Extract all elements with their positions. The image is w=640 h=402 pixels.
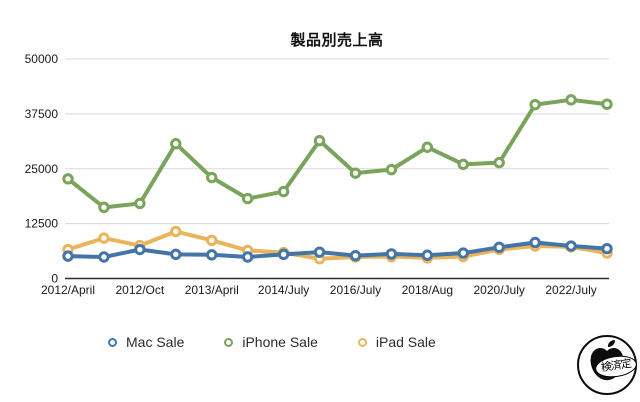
y-tick-label: 37500 [25, 107, 59, 121]
x-tick-label: 2020/July [474, 283, 525, 297]
legend-label-iphone: iPhone Sale [242, 334, 318, 350]
data-point-mac-sale [313, 246, 326, 258]
data-point-mac-sale [385, 248, 398, 260]
data-point-iphone-sale [385, 163, 398, 176]
legend-item-mac: Mac Sale [108, 334, 184, 350]
x-tick-label: 2022/July [545, 283, 596, 297]
certified-stamp-text: 検済定 [600, 357, 632, 375]
data-point-mac-sale [62, 250, 74, 262]
data-point-mac-sale [493, 241, 505, 254]
ipad-legend-marker-icon [357, 337, 367, 347]
x-tick-label: 2014/July [258, 283, 309, 297]
data-point-ipad-sale [170, 225, 182, 238]
chart-legend: Mac Sale iPhone Sale iPad Sale [108, 334, 436, 350]
series-line-mac-sale [66, 240, 609, 259]
data-point-iphone-sale [241, 192, 254, 205]
x-tick-label: 2012/April [41, 283, 95, 297]
x-tick-label: 2013/April [185, 283, 239, 297]
data-point-iphone-sale [62, 173, 74, 185]
data-point-iphone-sale [277, 185, 290, 198]
series-line-ipad-sale [66, 229, 609, 261]
mac-legend-marker-icon [108, 337, 117, 347]
x-tick-label: 2018/Aug [402, 283, 453, 297]
y-tick-label: 25000 [25, 162, 59, 176]
data-point-iphone-sale [529, 98, 541, 111]
data-point-mac-sale [529, 236, 541, 249]
legend-label-ipad: iPad Sale [375, 334, 436, 350]
data-point-mac-sale [206, 249, 218, 261]
data-point-mac-sale [349, 249, 362, 262]
iphone-legend-marker-icon [224, 337, 234, 347]
legend-item-ipad: iPad Sale [357, 334, 436, 350]
data-point-ipad-sale [98, 232, 110, 244]
y-tick-label: 50000 [25, 52, 59, 66]
macotakara-logo: 検済定 [577, 335, 639, 395]
data-point-iphone-sale [206, 171, 218, 184]
data-point-iphone-sale [313, 134, 326, 147]
chart-title: 製品別売上高 [290, 32, 384, 49]
data-point-iphone-sale [601, 98, 613, 110]
series-line-iphone-sale [66, 97, 609, 210]
data-point-iphone-sale [565, 94, 577, 106]
data-point-iphone-sale [349, 167, 362, 179]
legend-item-iphone: iPhone Sale [224, 334, 318, 350]
data-point-iphone-sale [421, 141, 434, 153]
data-point-iphone-sale [98, 201, 110, 214]
y-tick-label: 12500 [25, 217, 59, 231]
data-point-iphone-sale [170, 138, 182, 150]
data-point-mac-sale [170, 248, 182, 261]
data-point-mac-sale [134, 243, 146, 256]
x-tick-label: 2016/July [330, 283, 381, 297]
data-point-mac-sale [98, 251, 110, 263]
data-point-iphone-sale [457, 158, 469, 171]
y-tick-label: 0 [51, 272, 58, 286]
data-point-mac-sale [457, 247, 469, 259]
x-tick-label: 2012/Oct [116, 283, 165, 297]
data-point-iphone-sale [493, 156, 505, 169]
data-point-mac-sale [241, 251, 254, 263]
data-point-ipad-sale [206, 234, 218, 247]
data-point-mac-sale [277, 248, 290, 261]
data-point-mac-sale [421, 249, 434, 261]
data-point-mac-sale [565, 240, 577, 252]
legend-label-mac: Mac Sale [126, 334, 185, 350]
data-point-mac-sale [601, 242, 613, 255]
data-point-iphone-sale [134, 197, 146, 210]
